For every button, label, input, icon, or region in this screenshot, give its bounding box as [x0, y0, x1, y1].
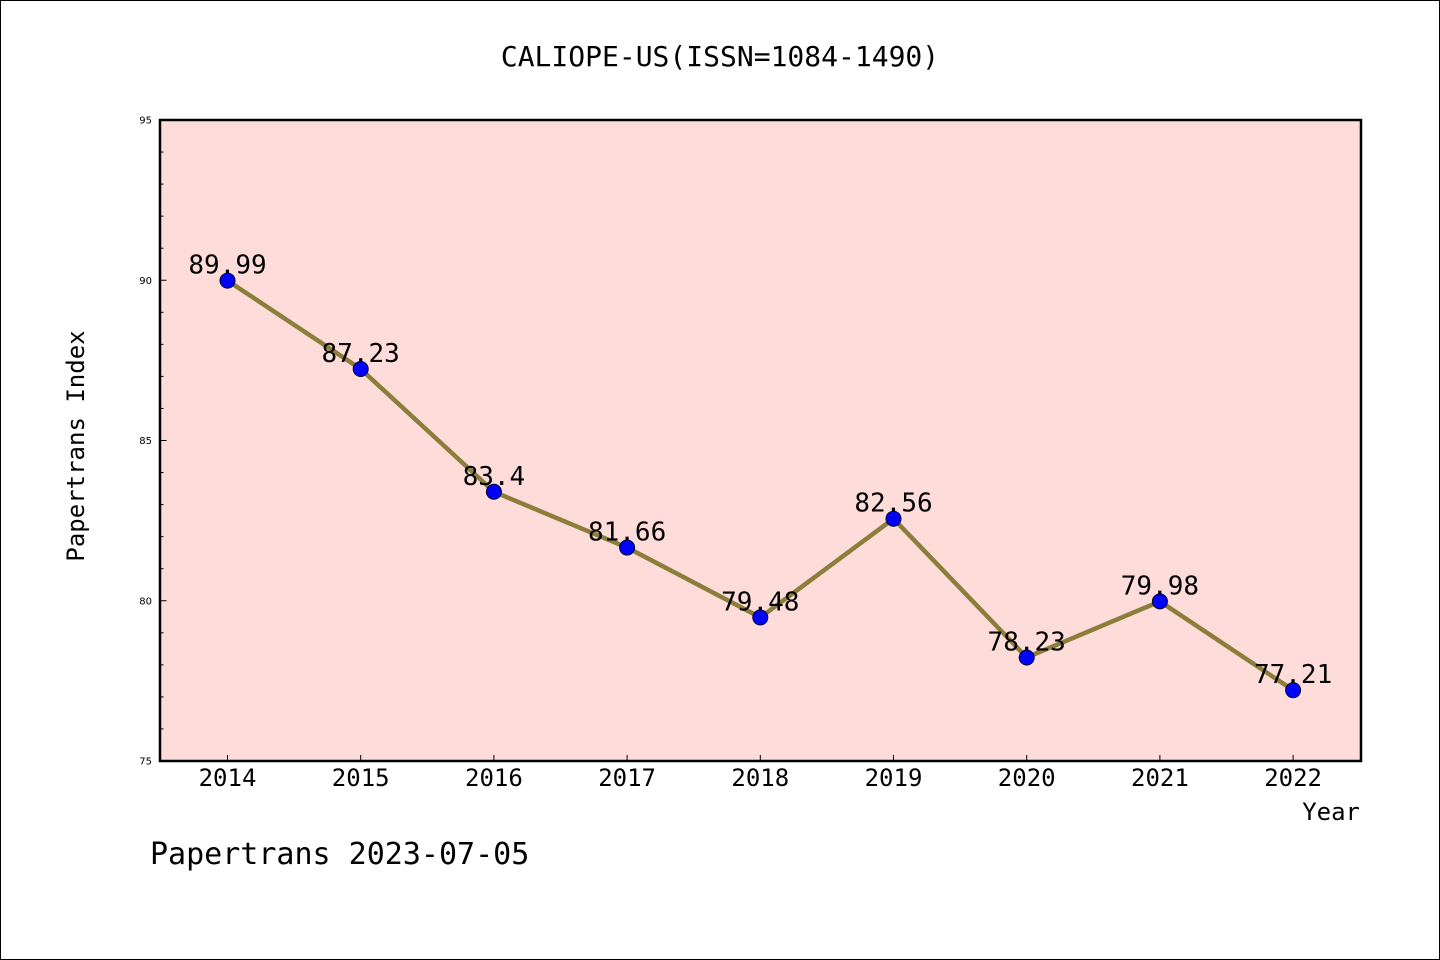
data-label: 89.99	[188, 251, 266, 281]
data-point	[1151, 593, 1168, 610]
data-point	[752, 609, 769, 626]
data-point	[485, 483, 502, 500]
x-tick-label: 2016	[465, 764, 523, 792]
x-tick-label: 2022	[1264, 764, 1322, 792]
data-point	[885, 510, 902, 527]
data-label: 79.48	[721, 587, 799, 617]
x-axis-label: Year	[1302, 798, 1360, 826]
chart-title: CALIOPE-US(ISSN=1084-1490)	[501, 40, 939, 73]
y-tick-label: 95	[139, 116, 152, 127]
data-label: 81.66	[588, 518, 666, 548]
x-axis-ticks: 2014 2015 2016 2017 2018 2019 2020 2021 2022	[199, 755, 1322, 792]
data-label: 87.23	[322, 339, 400, 369]
plot-area	[160, 120, 1361, 761]
x-tick-label: 2019	[865, 764, 923, 792]
y-tick-label: 85	[139, 436, 152, 447]
x-tick-label: 2015	[332, 764, 390, 792]
x-tick-label: 2018	[731, 764, 789, 792]
plot-border	[158, 118, 1363, 763]
data-label: 79.98	[1121, 571, 1199, 601]
y-axis-label: Papertrans Index	[62, 330, 90, 561]
data-point	[1018, 649, 1035, 666]
data-point	[619, 539, 636, 556]
data-label: 82.56	[854, 489, 932, 519]
data-labels: 89.99 87.23 83.4 81.66 79.48 82.56 78.23 79.98 7…	[188, 251, 1332, 691]
y-tick-label: 75	[139, 757, 152, 768]
footer-note: Papertrans 2023-07-05	[150, 837, 529, 872]
data-point	[1285, 682, 1302, 699]
data-point	[219, 272, 236, 289]
x-tick-label: 2017	[598, 764, 656, 792]
y-tick-label: 90	[139, 276, 152, 287]
y-tick-label: 80	[139, 596, 152, 607]
x-tick-label: 2020	[998, 764, 1056, 792]
data-label: 78.23	[988, 627, 1066, 657]
data-point	[352, 361, 369, 378]
data-label: 83.4	[463, 462, 526, 492]
data-markers	[219, 272, 1302, 699]
data-label: 77.21	[1254, 660, 1332, 690]
x-tick-label: 2014	[199, 764, 257, 792]
x-tick-label: 2021	[1131, 764, 1189, 792]
